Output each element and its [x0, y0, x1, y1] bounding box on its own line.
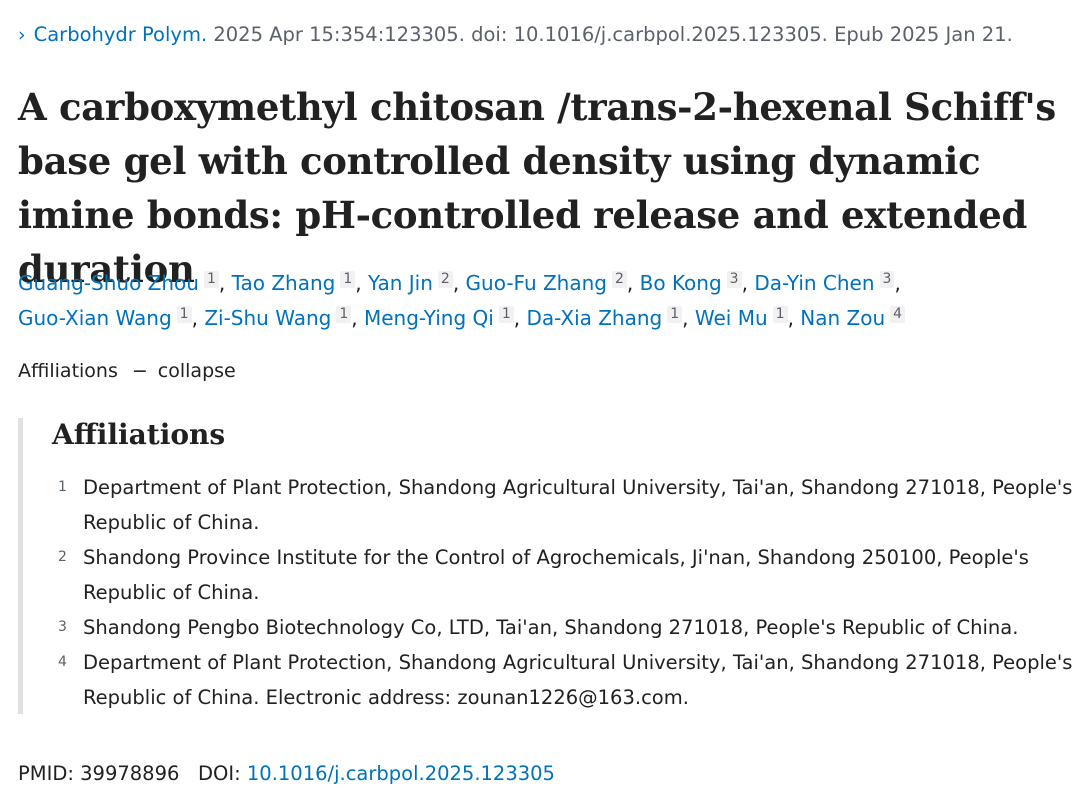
doi-link[interactable]: 10.1016/j.carbpol.2025.123305 [246, 762, 555, 785]
affiliation-item: 3 Shandong Pengbo Biotechnology Co, LTD,… [23, 610, 1080, 645]
affiliation-ref[interactable]: 1 [203, 271, 219, 288]
affiliations-panel: Affiliations 1 Department of Plant Prote… [18, 418, 1080, 714]
affiliation-ref[interactable]: 1 [176, 306, 192, 323]
affiliation-item: 1 Department of Plant Protection, Shando… [23, 470, 1080, 540]
pmid-value: 39978896 [80, 762, 180, 785]
affiliation-number: 3 [58, 619, 67, 635]
affiliation-ref[interactable]: 1 [772, 306, 788, 323]
affiliation-ref[interactable]: 1 [340, 271, 356, 288]
author-item: Guo-Fu Zhang 2, [465, 271, 640, 295]
affiliation-ref[interactable]: 3 [879, 271, 895, 288]
author-item: Tao Zhang 1, [231, 271, 368, 295]
citation-text: 2025 Apr 15:354:123305. doi: 10.1016/j.c… [213, 23, 1013, 46]
affiliation-ref[interactable]: 1 [667, 306, 683, 323]
author-link[interactable]: Zi-Shu Wang [204, 306, 332, 330]
author-item: Wei Mu 1, [694, 306, 801, 330]
affiliation-ref[interactable]: 3 [726, 271, 742, 288]
affiliations-toggle-label: Affiliations [18, 360, 118, 382]
author-link[interactable]: Yan Jin [368, 271, 433, 295]
affiliation-text: Shandong Pengbo Biotechnology Co, LTD, T… [83, 616, 1019, 639]
affiliation-ref[interactable]: 1 [336, 306, 352, 323]
author-link[interactable]: Wei Mu [694, 306, 768, 330]
journal-citation-line: › Carbohydr Polym. 2025 Apr 15:354:123305… [18, 22, 1013, 48]
affiliation-number: 1 [58, 479, 67, 495]
affiliations-list: 1 Department of Plant Protection, Shando… [23, 470, 1080, 715]
affiliation-ref[interactable]: 4 [890, 306, 906, 323]
author-link[interactable]: Meng-Ying Qi [363, 306, 494, 330]
author-item: Zi-Shu Wang 1, [204, 306, 364, 330]
author-link[interactable]: Guo-Xian Wang [18, 306, 172, 330]
author-item: Bo Kong 3, [639, 271, 755, 295]
author-item: Meng-Ying Qi 1, [363, 306, 527, 330]
author-link[interactable]: Guang-Shuo Zhou [18, 271, 199, 295]
author-link[interactable]: Nan Zou [800, 306, 886, 330]
affiliations-heading: Affiliations [52, 418, 226, 451]
author-list: Guang-Shuo Zhou 1, Tao Zhang 1, Yan Jin 2, … [18, 266, 1078, 336]
author-link[interactable]: Da-Xia Zhang [526, 306, 663, 330]
doi-label: DOI: [198, 762, 241, 785]
author-item: Yan Jin 2, [368, 271, 466, 295]
affiliation-item: 2 Shandong Province Institute for the Co… [23, 540, 1080, 610]
author-item: Guang-Shuo Zhou 1, [18, 271, 232, 295]
author-link[interactable]: Da-Yin Chen [754, 271, 875, 295]
affiliation-text: Department of Plant Protection, Shandong… [83, 476, 1073, 534]
collapse-button[interactable]: collapse [157, 360, 236, 382]
author-item: Guo-Xian Wang 1, [18, 306, 205, 330]
chevron-right-icon: › [18, 24, 26, 46]
author-link[interactable]: Tao Zhang [231, 271, 336, 295]
article-identifiers: PMID: 39978896 DOI: 10.1016/j.carbpol.20… [18, 760, 555, 788]
affiliation-number: 4 [58, 654, 67, 670]
affiliation-text: Shandong Province Institute for the Cont… [83, 546, 1029, 604]
minus-icon: − [131, 360, 148, 382]
affiliations-toggle[interactable]: Affiliations − collapse [18, 357, 236, 385]
author-link[interactable]: Bo Kong [639, 271, 722, 295]
journal-link[interactable]: Carbohydr Polym. [33, 23, 208, 46]
affiliation-item: 4 Department of Plant Protection, Shando… [23, 645, 1080, 715]
author-link[interactable]: Guo-Fu Zhang [465, 271, 607, 295]
article-title: A carboxymethyl chitosan /trans-2-hexena… [18, 85, 1056, 291]
affiliation-ref[interactable]: 2 [611, 271, 627, 288]
affiliation-number: 2 [58, 549, 67, 565]
author-item: Da-Xia Zhang 1, [526, 306, 695, 330]
pmid-label: PMID: [18, 762, 74, 785]
affiliation-ref[interactable]: 2 [437, 271, 453, 288]
author-item: Nan Zou 4 [800, 306, 906, 330]
affiliation-ref[interactable]: 1 [498, 306, 514, 323]
author-item: Da-Yin Chen 3, [754, 271, 901, 295]
affiliation-text: Department of Plant Protection, Shandong… [83, 651, 1073, 709]
